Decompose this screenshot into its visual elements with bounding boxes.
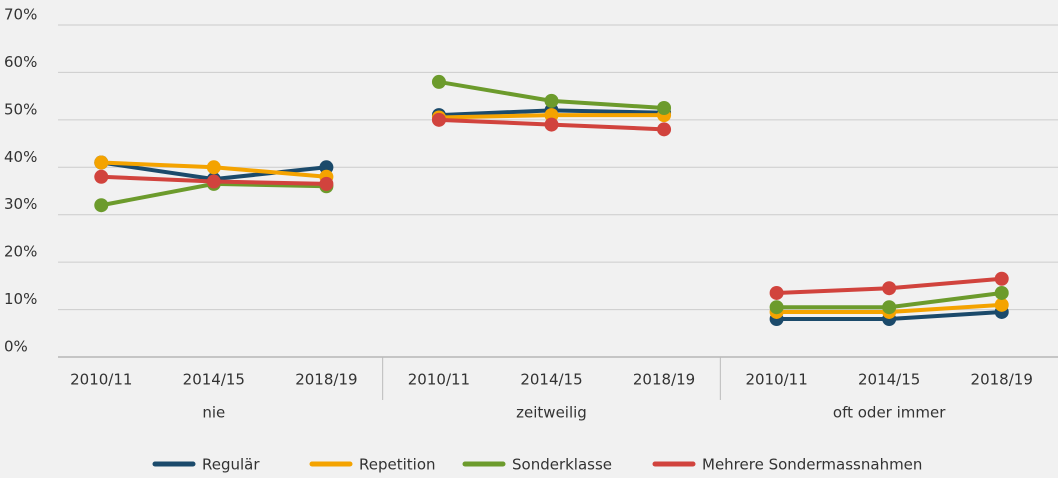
point (544, 93, 559, 108)
x-tick-label: 2010/11 (745, 371, 807, 389)
point (769, 285, 784, 300)
y-tick-label: 20% (4, 243, 37, 261)
y-tick-label: 60% (4, 53, 37, 71)
y-tick-label: 70% (4, 6, 37, 24)
point (206, 160, 221, 175)
x-tick-label: 2014/15 (858, 371, 920, 389)
x-tick-label: 2010/11 (408, 371, 470, 389)
point (769, 300, 784, 315)
legend-label: Mehrere Sondermassnahmen (702, 456, 922, 474)
point (994, 271, 1009, 286)
x-tick-label: 2018/19 (295, 371, 357, 389)
point (94, 169, 109, 184)
y-tick-label: 0% (4, 338, 28, 356)
point (994, 285, 1009, 300)
group-label: zeitweilig (516, 404, 587, 422)
x-tick-label: 2018/19 (971, 371, 1033, 389)
point (882, 281, 897, 296)
legend-label: Repetition (359, 456, 436, 474)
legend-label: Sonderklasse (512, 456, 612, 474)
x-tick-label: 2018/19 (633, 371, 695, 389)
point (657, 122, 672, 137)
point (94, 198, 109, 213)
x-tick-label: 2010/11 (70, 371, 132, 389)
y-tick-label: 40% (4, 148, 37, 166)
group-label: oft oder immer (833, 404, 946, 422)
group-label: nie (202, 404, 225, 422)
point (431, 74, 446, 89)
point (319, 176, 334, 191)
point (882, 300, 897, 315)
point (994, 297, 1009, 312)
y-tick-label: 50% (4, 100, 37, 118)
legend-label: Regulär (202, 456, 260, 474)
point (431, 112, 446, 127)
y-tick-label: 10% (4, 290, 37, 308)
point (94, 155, 109, 170)
point (657, 101, 672, 115)
point (544, 117, 559, 132)
point (206, 174, 221, 189)
x-tick-label: 2014/15 (520, 371, 582, 389)
y-tick-label: 30% (4, 195, 37, 213)
x-tick-label: 2014/15 (183, 371, 245, 389)
